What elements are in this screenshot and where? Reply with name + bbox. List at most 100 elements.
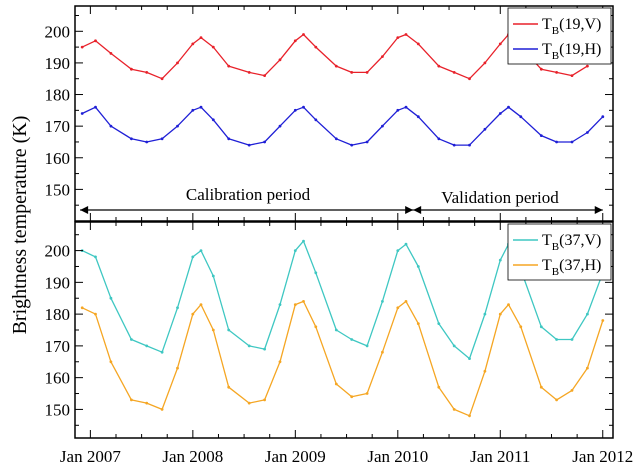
bottom-series-2-point — [211, 328, 215, 332]
y-tick-label: 170 — [45, 117, 71, 136]
bottom-series-2-point — [80, 306, 84, 310]
top-series-2-point — [176, 124, 179, 128]
bottom-series-1-point — [586, 312, 589, 316]
bottom-series-1-point — [334, 328, 338, 332]
validation-period-label: Validation period — [441, 188, 559, 207]
top-series-2-point — [483, 127, 487, 131]
bottom-series-1-point — [191, 255, 195, 259]
top-series-2-point — [437, 137, 441, 141]
top-series-1-point — [404, 33, 408, 36]
top-series-2-point — [263, 140, 266, 144]
bottom-series-1-point — [468, 357, 471, 360]
top-series-1-point — [570, 74, 574, 77]
bottom-series-2-point — [247, 401, 251, 405]
bottom-series-1-point — [570, 338, 574, 341]
top-series-1-point — [176, 61, 179, 65]
bottom-series-2-point — [468, 414, 471, 418]
bottom-series-2-point — [334, 382, 338, 386]
bottom-series-2-point — [314, 325, 318, 329]
bottom-series-2-point — [94, 312, 97, 316]
top-series-2-point — [191, 108, 195, 112]
bottom-series-1-point — [350, 338, 354, 341]
top-series-2-point — [211, 118, 215, 122]
top-series-1-point — [160, 77, 164, 81]
bottom-series-1-point — [314, 271, 318, 275]
bottom-series-1-point — [302, 239, 305, 243]
top-series-2-point — [365, 140, 369, 144]
top-series-1-point — [263, 74, 266, 77]
bottom-series-1-point — [176, 306, 179, 310]
top-series-1-point — [396, 36, 400, 39]
top-series-line-2 — [81, 106, 604, 146]
bottom-series-2-point — [365, 392, 369, 395]
top-series-2-point — [519, 115, 523, 119]
top-series-1-point — [483, 61, 487, 65]
bottom-series-2-point — [404, 300, 408, 303]
bottom-legend-label-1: TB(37,V) — [542, 232, 601, 253]
bottom-series-1-point — [145, 344, 149, 348]
top-y-axis-ticks: 150 160 170 180 190 200 — [45, 14, 613, 222]
bottom-legend-label-2: TB(37,H) — [542, 257, 601, 278]
bottom-series-2-point — [555, 398, 558, 402]
bottom-series-1-point — [539, 325, 543, 329]
top-legend: TB(19,V) TB(19,H) — [507, 7, 612, 65]
bottom-series-2-point — [483, 369, 487, 373]
bottom-series-1-point — [365, 344, 369, 348]
bottom-series-1-point — [498, 258, 502, 262]
top-series-2-point — [160, 137, 164, 141]
bottom-series-1-point — [109, 296, 113, 300]
top-series-2-point — [130, 137, 133, 141]
bottom-legend: TB(37,V) TB(37,H) — [507, 223, 612, 281]
bottom-series-1-point — [416, 265, 420, 268]
y-axis-label: Brightness temperature (K) — [9, 116, 31, 335]
bottom-series-1-point — [396, 249, 400, 253]
top-series-1-point — [191, 42, 195, 46]
bottom-series-1-point — [130, 338, 133, 341]
bottom-series-1-point — [293, 249, 297, 253]
top-series-1-point — [498, 42, 502, 46]
period-arrowhead-right-2 — [594, 206, 603, 214]
top-panel-19ghz: 150 160 170 180 190 200 Calibration period Va… — [45, 5, 614, 222]
top-series-2-point — [381, 124, 384, 128]
bottom-series-2-point — [519, 325, 523, 329]
y-tick-label: 200 — [45, 22, 71, 41]
bottom-series-2-point — [278, 360, 282, 364]
top-series-2-point — [452, 143, 456, 147]
top-series-1-point — [437, 64, 441, 68]
bottom-series-2-point — [227, 385, 231, 389]
top-series-2-point — [601, 115, 605, 119]
bottom-series-1-point — [247, 344, 251, 348]
top-series-2-point — [302, 105, 305, 109]
top-series-2-point — [334, 137, 338, 141]
x-tick-label: Jan 2011 — [470, 447, 530, 466]
top-legend-label-1: TB(19,V) — [542, 16, 601, 37]
period-arrowhead-left-1 — [80, 206, 89, 214]
y-tick-label: 190 — [45, 273, 71, 292]
top-series-2-point — [314, 118, 318, 122]
bottom-series-2-point — [507, 303, 510, 306]
top-series-2-point — [416, 115, 420, 119]
bottom-panel-37ghz: 150 160 170 180 190 200 TB(37,V) TB(37,H) — [45, 221, 614, 439]
bottom-series-2-point — [381, 350, 384, 354]
bottom-series-1-point — [483, 312, 487, 316]
y-tick-label: 190 — [45, 54, 71, 73]
top-series-1-point — [586, 64, 589, 68]
top-series-2-point — [247, 143, 251, 147]
bottom-series-2-point — [302, 300, 305, 303]
x-tick-label: Jan 2008 — [162, 447, 223, 466]
bottom-series-2-point — [396, 306, 400, 310]
top-series-2-point — [350, 143, 354, 147]
y-tick-label: 180 — [45, 305, 71, 324]
y-tick-label: 150 — [45, 180, 71, 199]
top-series-1-point — [80, 45, 84, 49]
top-series-1-point — [293, 39, 297, 43]
bottom-series-2-point — [191, 312, 195, 316]
top-series-1-point — [130, 67, 133, 71]
top-series-1-point — [302, 33, 305, 36]
top-series-1-point — [247, 71, 251, 74]
bottom-series-2-point — [570, 389, 574, 392]
y-tick-label: 150 — [45, 400, 71, 419]
bottom-series-2-point — [498, 312, 502, 316]
top-series-2-point — [498, 112, 502, 115]
period-arrowhead-left-2 — [413, 206, 422, 214]
